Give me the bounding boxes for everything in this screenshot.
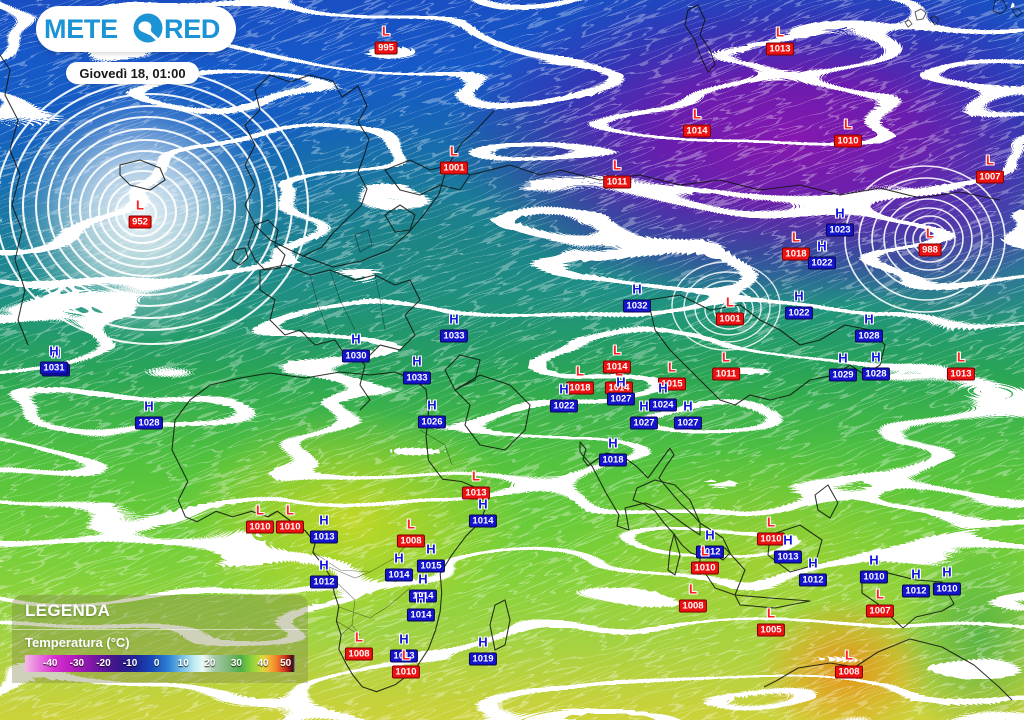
svg-text:RED: RED: [164, 14, 220, 44]
svg-text:METE: METE: [44, 14, 118, 44]
